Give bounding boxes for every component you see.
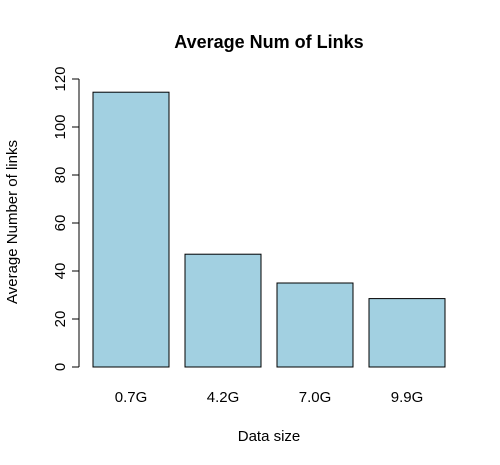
y-tick-label: 100 xyxy=(52,114,69,139)
y-tick-label: 80 xyxy=(52,167,69,184)
x-axis-labels: 0.7G 4.2G 7.0G 9.9G xyxy=(115,389,424,406)
y-tick-label: 40 xyxy=(52,263,69,280)
bar-7.0G xyxy=(276,282,354,368)
y-tick-label: 120 xyxy=(52,66,69,91)
bars-group xyxy=(92,91,446,368)
y-tick-label: 20 xyxy=(52,311,69,328)
x-category-label: 7.0G xyxy=(299,389,332,406)
x-category-label: 4.2G xyxy=(207,389,240,406)
y-tick-label: 60 xyxy=(52,215,69,232)
x-category-label: 0.7G xyxy=(115,389,148,406)
chart-title: Average Num of Links xyxy=(174,32,363,52)
y-axis-ticks: 0 20 40 60 80 100 120 xyxy=(52,66,79,371)
x-axis-label: Data size xyxy=(238,428,301,445)
bar-0.7G xyxy=(92,91,170,368)
bar-9.9G xyxy=(368,298,446,368)
y-axis-label: Average Number of links xyxy=(4,140,21,304)
y-tick-label: 0 xyxy=(52,363,69,371)
bar-4.2G xyxy=(184,253,262,368)
x-category-label: 9.9G xyxy=(391,389,424,406)
